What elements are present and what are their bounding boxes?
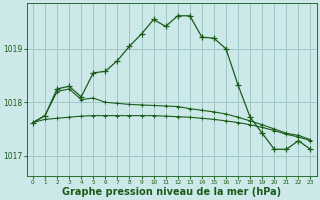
X-axis label: Graphe pression niveau de la mer (hPa): Graphe pression niveau de la mer (hPa) (62, 187, 281, 197)
